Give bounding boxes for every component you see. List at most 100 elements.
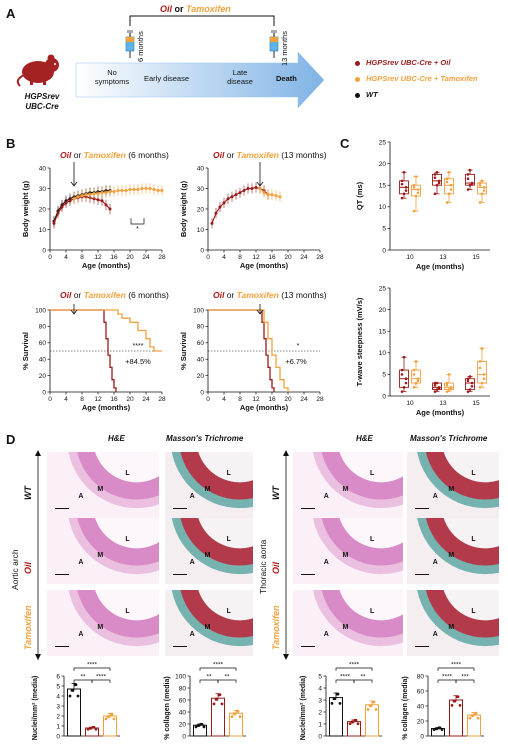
y-tick-label: 40: [39, 357, 47, 364]
surv6-title: Oil or Tamoxifen (6 months): [60, 290, 169, 300]
x-axis-label: Age (months): [82, 261, 131, 270]
data-point: [262, 191, 266, 195]
histology-he-row0-col2: A M L: [293, 452, 403, 518]
bar-point: [112, 717, 116, 721]
legend-wt-dot: [355, 92, 360, 98]
box-point: [435, 183, 439, 187]
data-point: [128, 188, 132, 192]
y-axis-label: % Survival: [179, 332, 188, 370]
bar-point: [212, 702, 216, 706]
y-tick-label: 0: [42, 247, 46, 254]
x-tick-label: 10: [406, 400, 414, 407]
bar-point: [450, 704, 454, 707]
sig-bracket-top: [437, 667, 475, 671]
box-point: [412, 183, 416, 187]
box-point: [470, 384, 474, 388]
y-axis-label: Body weight (g): [179, 180, 188, 237]
data-point: [144, 187, 148, 190]
data-point: [160, 189, 164, 193]
data-point: [104, 203, 108, 207]
y-tick-label: 5: [318, 673, 322, 680]
box-point: [414, 360, 418, 363]
box-point: [433, 192, 437, 196]
mouse-line-1: HGPSrev: [24, 92, 60, 101]
box-point: [416, 188, 420, 191]
bar-point: [68, 694, 72, 698]
y-tick-label: 20: [197, 206, 205, 213]
x-tick-label: 20: [284, 254, 292, 261]
scale-bar: [55, 645, 69, 647]
box-point: [447, 388, 451, 391]
histology-image: [417, 518, 499, 575]
layer-label-media: M: [97, 624, 104, 632]
box-point: [449, 183, 453, 187]
sig-bracket-top: [335, 667, 373, 671]
layer-label-lumen: L: [226, 536, 231, 544]
treatment-arrow-head: [256, 181, 264, 187]
x-tick-label: 20: [126, 396, 134, 403]
y-tick-label: 15: [379, 329, 387, 336]
bar-point: [371, 700, 375, 704]
data-point: [104, 191, 108, 195]
x-tick-label: 28: [316, 396, 324, 403]
box-point: [466, 188, 470, 191]
y-tick-label: 30: [39, 186, 47, 193]
treatment-tam-label: Tamoxifen: [186, 4, 231, 14]
layer-label-lumen: L: [226, 470, 231, 478]
box-point: [412, 373, 416, 376]
x-tick-label: 13: [439, 254, 447, 261]
data-point: [108, 207, 112, 211]
x-axis-label: Age (months): [416, 408, 465, 417]
box-point: [482, 186, 486, 189]
chart-bw6: 0 4 8 12 16 20 24 28 0 10 20 30 40 Age (months) Body w…: [21, 162, 166, 270]
data-point: [250, 187, 254, 190]
box-point: [482, 189, 486, 192]
y-tick-label: 20: [379, 161, 387, 168]
box-point: [478, 360, 482, 363]
bar-point: [366, 708, 370, 711]
box-point: [433, 390, 437, 393]
y-tick-label: 5: [382, 226, 386, 233]
box-point: [466, 390, 470, 393]
bar-point: [348, 722, 352, 726]
mouse-icon: [16, 54, 59, 87]
y-tick-label: 0: [56, 733, 60, 740]
y-tick-label: 0: [182, 733, 186, 740]
histology-mt-row2-col3: A M L: [407, 590, 499, 656]
layer-label-media: M: [204, 486, 211, 494]
pct-label-surv13: +6.7%: [285, 357, 307, 366]
layer-label-lumen: L: [125, 608, 130, 616]
sig-bracket-b: [91, 679, 111, 683]
box-point: [437, 387, 441, 390]
box-point: [449, 188, 453, 191]
sig-label-top: ****: [87, 662, 98, 669]
layer-label-adventitia: A: [189, 558, 195, 566]
histology-mt-row0-col3: A M L: [407, 452, 499, 518]
bar-point: [356, 722, 360, 726]
data-point: [124, 189, 128, 193]
box-point: [449, 387, 453, 390]
data-point: [258, 187, 262, 190]
data-point: [96, 198, 100, 202]
box-point: [447, 373, 451, 376]
y-tick-label: 5: [56, 683, 60, 690]
data-point: [112, 190, 116, 194]
row-label-layer: [35, 450, 289, 660]
layer-label-media: M: [448, 486, 455, 494]
box-point: [480, 179, 484, 183]
y-tick-label: 40: [417, 703, 425, 710]
box-point: [445, 390, 449, 393]
syringe-icon-6mo: [125, 30, 135, 58]
y-tick-label: 30: [197, 186, 205, 193]
box-point: [416, 379, 420, 383]
y-tick-label: 80: [417, 673, 425, 680]
data-point: [226, 197, 230, 201]
histology-image: [171, 590, 253, 647]
bar-point: [332, 697, 336, 701]
data-point: [230, 195, 234, 199]
layer-label-adventitia: A: [78, 558, 84, 566]
y-tick-label: 20: [39, 373, 47, 380]
histology-image: [312, 452, 403, 509]
